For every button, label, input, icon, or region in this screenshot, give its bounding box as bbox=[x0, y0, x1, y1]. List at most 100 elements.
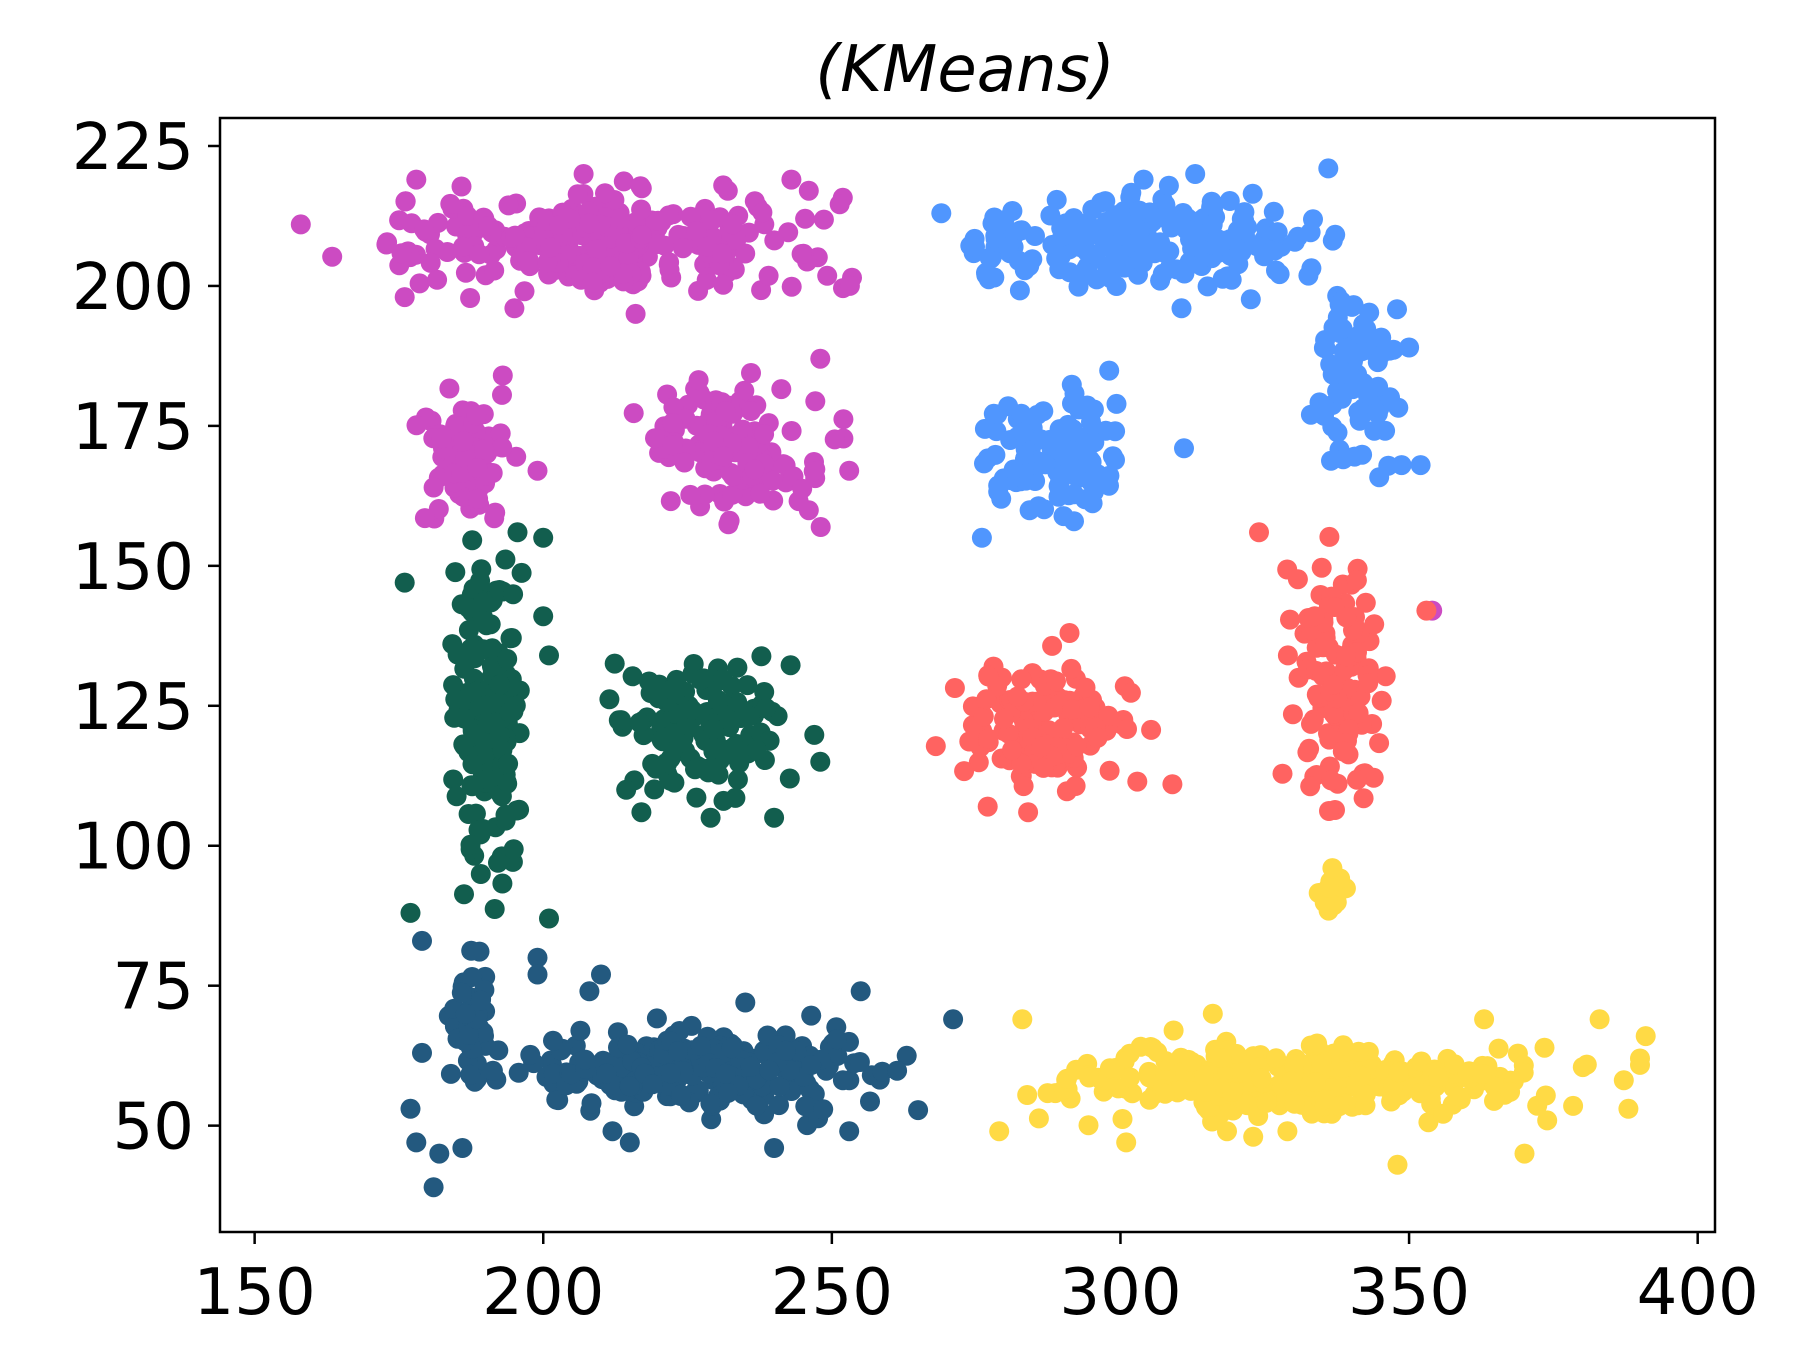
data-point-series-5 bbox=[1534, 1037, 1555, 1058]
data-point-series-5 bbox=[1630, 1048, 1650, 1069]
y-tick-label: 175 bbox=[72, 391, 194, 465]
data-point-series-3 bbox=[713, 790, 734, 811]
data-point-series-3 bbox=[686, 787, 707, 808]
data-point-series-0 bbox=[567, 184, 588, 205]
data-point-series-1 bbox=[1013, 422, 1034, 443]
data-point-series-3 bbox=[669, 733, 690, 753]
data-point-series-1 bbox=[1267, 222, 1288, 243]
data-point-series-1 bbox=[1263, 201, 1284, 222]
data-point-series-4 bbox=[849, 1052, 870, 1072]
data-point-series-2 bbox=[1332, 741, 1353, 762]
data-point-series-5 bbox=[1251, 1068, 1272, 1089]
data-point-series-3 bbox=[507, 522, 528, 543]
data-point-series-3 bbox=[685, 759, 705, 780]
data-point-series-1 bbox=[1159, 258, 1180, 278]
data-point-series-0 bbox=[440, 193, 461, 214]
data-point-series-5 bbox=[1112, 1109, 1133, 1129]
data-point-series-0 bbox=[467, 458, 488, 478]
data-point-series-0 bbox=[625, 303, 646, 324]
data-point-series-2 bbox=[1065, 776, 1086, 796]
data-point-series-3 bbox=[475, 695, 496, 716]
data-point-series-4 bbox=[570, 1020, 591, 1041]
data-point-series-0 bbox=[750, 483, 771, 504]
data-point-series-1 bbox=[1352, 444, 1373, 465]
data-point-series-5 bbox=[1217, 1121, 1237, 1142]
data-point-series-2 bbox=[1272, 763, 1293, 784]
data-point-series-0 bbox=[540, 237, 561, 258]
data-point-series-4 bbox=[735, 992, 756, 1013]
data-point-series-4 bbox=[548, 1090, 569, 1111]
data-point-series-3 bbox=[599, 689, 620, 710]
data-point-series-4 bbox=[543, 1030, 563, 1051]
data-point-series-3 bbox=[500, 628, 521, 649]
data-point-series-0 bbox=[741, 401, 761, 421]
data-point-series-2 bbox=[1358, 673, 1379, 694]
data-point-series-2 bbox=[1323, 674, 1344, 695]
data-point-series-3 bbox=[445, 689, 466, 710]
data-point-series-1 bbox=[1300, 404, 1321, 425]
data-point-series-5 bbox=[1181, 1051, 1202, 1072]
data-point-series-3 bbox=[739, 706, 760, 727]
data-point-series-0 bbox=[482, 463, 503, 483]
data-point-series-5 bbox=[1311, 1054, 1332, 1075]
data-point-series-0 bbox=[431, 428, 452, 449]
data-point-series-1 bbox=[1100, 268, 1121, 289]
data-point-series-3 bbox=[490, 674, 511, 695]
data-point-series-2 bbox=[944, 678, 965, 698]
data-point-series-2 bbox=[978, 666, 999, 687]
data-point-series-1 bbox=[1081, 411, 1101, 432]
data-point-series-0 bbox=[613, 171, 634, 192]
data-point-series-1 bbox=[1197, 276, 1218, 297]
data-point-series-4 bbox=[619, 1132, 640, 1153]
data-point-series-0 bbox=[833, 409, 854, 430]
data-point-series-5 bbox=[1266, 1048, 1287, 1069]
data-point-series-4 bbox=[461, 940, 482, 961]
data-point-series-5 bbox=[1388, 1062, 1409, 1083]
data-point-series-2 bbox=[1319, 801, 1339, 821]
chart-title: (KMeans) bbox=[815, 33, 1115, 107]
data-point-series-1 bbox=[1369, 467, 1390, 488]
data-point-series-5 bbox=[1277, 1121, 1298, 1142]
data-point-series-0 bbox=[549, 215, 570, 235]
data-point-series-5 bbox=[1314, 1089, 1335, 1110]
data-point-series-0 bbox=[414, 219, 435, 240]
data-point-series-3 bbox=[454, 736, 475, 757]
data-point-series-2 bbox=[1013, 776, 1034, 797]
data-point-series-3 bbox=[503, 839, 524, 860]
data-point-series-4 bbox=[795, 1096, 816, 1117]
data-point-series-5 bbox=[1387, 1154, 1408, 1175]
data-point-series-5 bbox=[1079, 1067, 1100, 1088]
data-point-series-1 bbox=[1353, 314, 1374, 335]
plot-area-frame bbox=[218, 116, 1717, 1234]
data-point-series-1 bbox=[1114, 257, 1135, 278]
x-tick-label: 300 bbox=[1059, 1256, 1181, 1330]
data-point-series-0 bbox=[722, 214, 743, 235]
data-point-series-0 bbox=[680, 484, 701, 505]
data-point-series-0 bbox=[764, 230, 785, 251]
data-points bbox=[290, 158, 1656, 1198]
data-point-series-4 bbox=[482, 1060, 503, 1081]
data-point-series-0 bbox=[517, 251, 538, 272]
data-point-series-1 bbox=[1214, 230, 1235, 251]
data-point-series-5 bbox=[1484, 1090, 1504, 1111]
data-point-series-0 bbox=[600, 256, 621, 277]
data-point-series-5 bbox=[1017, 1085, 1038, 1105]
data-point-series-1 bbox=[1322, 230, 1343, 251]
data-point-series-5 bbox=[1130, 1036, 1151, 1057]
data-point-series-5 bbox=[1202, 1003, 1223, 1024]
data-point-series-2 bbox=[1120, 682, 1141, 703]
data-point-series-4 bbox=[451, 982, 472, 1003]
data-point-series-2 bbox=[976, 689, 997, 710]
data-point-series-0 bbox=[478, 216, 499, 236]
data-point-series-0 bbox=[647, 234, 668, 254]
data-point-series-5 bbox=[1307, 1033, 1328, 1054]
data-point-series-5 bbox=[1448, 1086, 1469, 1107]
data-point-series-4 bbox=[718, 1082, 739, 1103]
data-point-series-0 bbox=[290, 214, 311, 235]
data-point-series-3 bbox=[499, 702, 520, 722]
data-point-series-0 bbox=[824, 429, 845, 450]
data-point-series-0 bbox=[810, 517, 831, 537]
x-tick-label: 150 bbox=[194, 1256, 316, 1330]
data-point-series-3 bbox=[498, 753, 519, 774]
